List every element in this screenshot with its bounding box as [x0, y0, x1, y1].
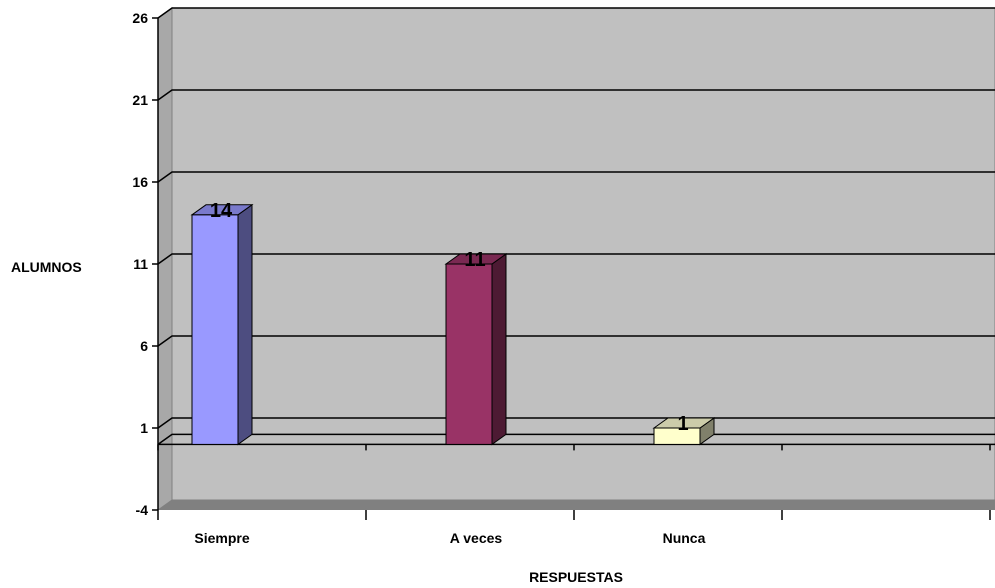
x-tick-label: Siempre: [194, 530, 249, 546]
gridline: [157, 253, 995, 265]
x-axis-title: RESPUESTAS: [529, 569, 623, 585]
y-tick-label: 11: [133, 256, 148, 272]
bar-top: [444, 253, 508, 265]
bars: [190, 203, 716, 446]
data-labels: 14 Siempre 11 A veces 1 Nunca: [194, 200, 705, 546]
x-tick-label: Nunca: [663, 530, 706, 546]
gridlines: [157, 7, 995, 446]
bar-front: [445, 263, 493, 445]
gridline: [157, 417, 995, 429]
gridline: [157, 7, 995, 19]
y-tick-label: -4: [136, 502, 149, 518]
zero-plane-line: [157, 433, 995, 446]
data-label: 1: [677, 413, 688, 435]
y-tick-label: 1: [140, 420, 148, 436]
y-axis-title: ALUMNOS: [11, 259, 82, 275]
y-tick-label: 16: [132, 174, 148, 190]
y-tick-label: 26: [132, 10, 148, 26]
bar-top: [652, 417, 716, 429]
y-tick-label: 6: [140, 338, 148, 354]
gridline: [157, 335, 995, 347]
x-tick-label: A veces: [450, 530, 503, 546]
data-label: 11: [464, 249, 485, 271]
y-tick-label: 21: [132, 92, 148, 108]
gridline: [157, 89, 995, 101]
bar-side: [237, 203, 253, 446]
bar-top: [190, 204, 254, 216]
floor: [158, 500, 995, 510]
bar-side: [491, 253, 507, 446]
bar-front: [191, 214, 239, 445]
data-label: 14: [210, 200, 233, 222]
gridline: [157, 171, 995, 183]
